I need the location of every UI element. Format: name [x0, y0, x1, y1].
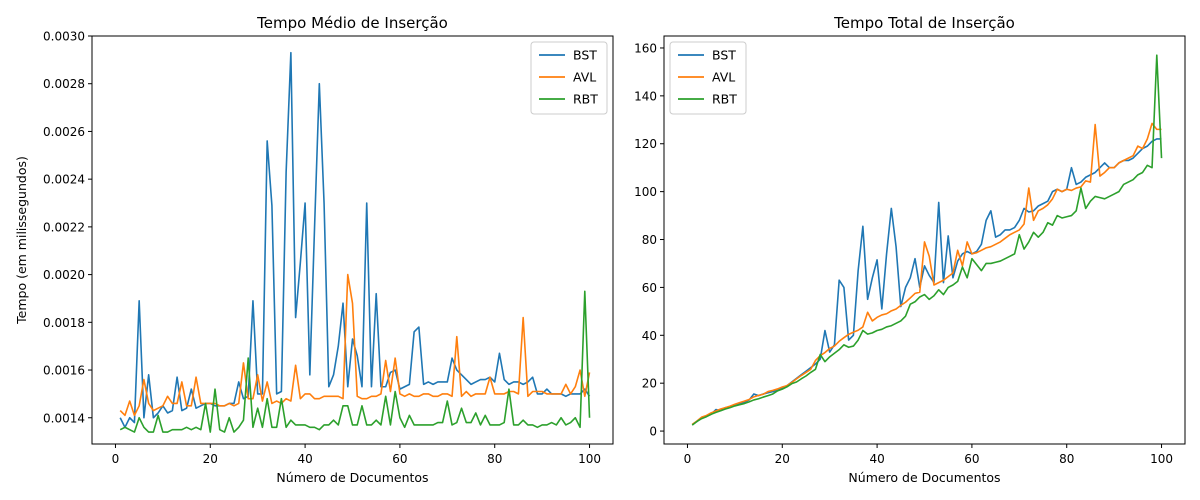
- series-line-avl: [691, 122, 1162, 426]
- x-tick-label: 60: [964, 452, 979, 466]
- y-tick-label: 40: [642, 329, 657, 343]
- legend-box: [530, 41, 608, 115]
- legend: BST AVL RBT: [669, 41, 747, 115]
- y-tick-label: 0.0016: [43, 364, 85, 378]
- y-tick-label: 80: [642, 233, 657, 247]
- y-tick-label: 140: [634, 89, 657, 103]
- x-tick-label: 20: [203, 452, 218, 466]
- x-tick-label: 40: [297, 452, 312, 466]
- y-tick-label: 0.0022: [43, 220, 85, 234]
- series-line-rbt: [119, 290, 591, 433]
- legend-label-avl: AVL: [712, 70, 735, 85]
- legend-label-avl: AVL: [573, 70, 596, 85]
- x-axis-label: Número de Documentos: [276, 470, 428, 485]
- legend-label-bst: BST: [573, 48, 597, 63]
- legend-label-rbt: RBT: [712, 92, 737, 107]
- x-tick-label: 0: [112, 452, 120, 466]
- legend-box: [669, 41, 747, 115]
- x-tick-label: 20: [775, 452, 790, 466]
- legend: BST AVL RBT: [530, 41, 608, 115]
- x-tick-label: 40: [869, 452, 884, 466]
- y-tick-label: 120: [634, 137, 657, 151]
- y-tick-label: 0.0020: [43, 268, 85, 282]
- x-tick-label: 80: [1059, 452, 1074, 466]
- x-axis-label: Número de Documentos: [848, 470, 1000, 485]
- y-tick-label: 0.0028: [43, 77, 85, 91]
- legend-label-rbt: RBT: [573, 92, 598, 107]
- y-tick-label: 0.0030: [43, 30, 85, 44]
- series-line-rbt: [691, 54, 1163, 426]
- panel-total-insertion-time: Tempo Total de Inserção Número de Docume…: [833, 14, 1015, 485]
- x-tick-label: 80: [487, 452, 502, 466]
- y-tick-label: 0.0024: [43, 173, 85, 187]
- plot-area: 0 20 40 60 80 100 0.0014 0.0016 0.0018 0.0020 0.00…: [43, 30, 614, 466]
- x-tick-label: 100: [1150, 452, 1173, 466]
- chart-title: Tempo Total de Inserção: [833, 14, 1015, 32]
- y-tick-label: 100: [634, 185, 657, 199]
- y-tick-label: 0.0014: [43, 411, 85, 425]
- x-tick-label: 0: [684, 452, 692, 466]
- series-line-bst: [691, 138, 1162, 426]
- plot-area: 0 20 40 60 80 100 0 20 40 60 80 100 120 140 160: [634, 35, 1186, 466]
- y-tick-label: 0: [649, 425, 657, 439]
- x-tick-label: 100: [578, 452, 601, 466]
- chart-title: Tempo Médio de Inserção: [256, 14, 448, 32]
- y-tick-label: 20: [642, 377, 657, 391]
- y-tick-label: 0.0018: [43, 316, 85, 330]
- y-axis-label: Tempo (em milissegundos): [14, 156, 29, 325]
- y-tick-label: 160: [634, 41, 657, 55]
- panel-average-insertion-time: Tempo Médio de Inserção Número de Docume…: [14, 14, 448, 485]
- legend-label-bst: BST: [712, 48, 736, 63]
- x-tick-label: 60: [392, 452, 407, 466]
- series-line-avl: [119, 273, 591, 417]
- y-tick-label: 0.0026: [43, 125, 85, 139]
- y-tick-label: 60: [642, 281, 657, 295]
- axes-frame: [91, 35, 614, 445]
